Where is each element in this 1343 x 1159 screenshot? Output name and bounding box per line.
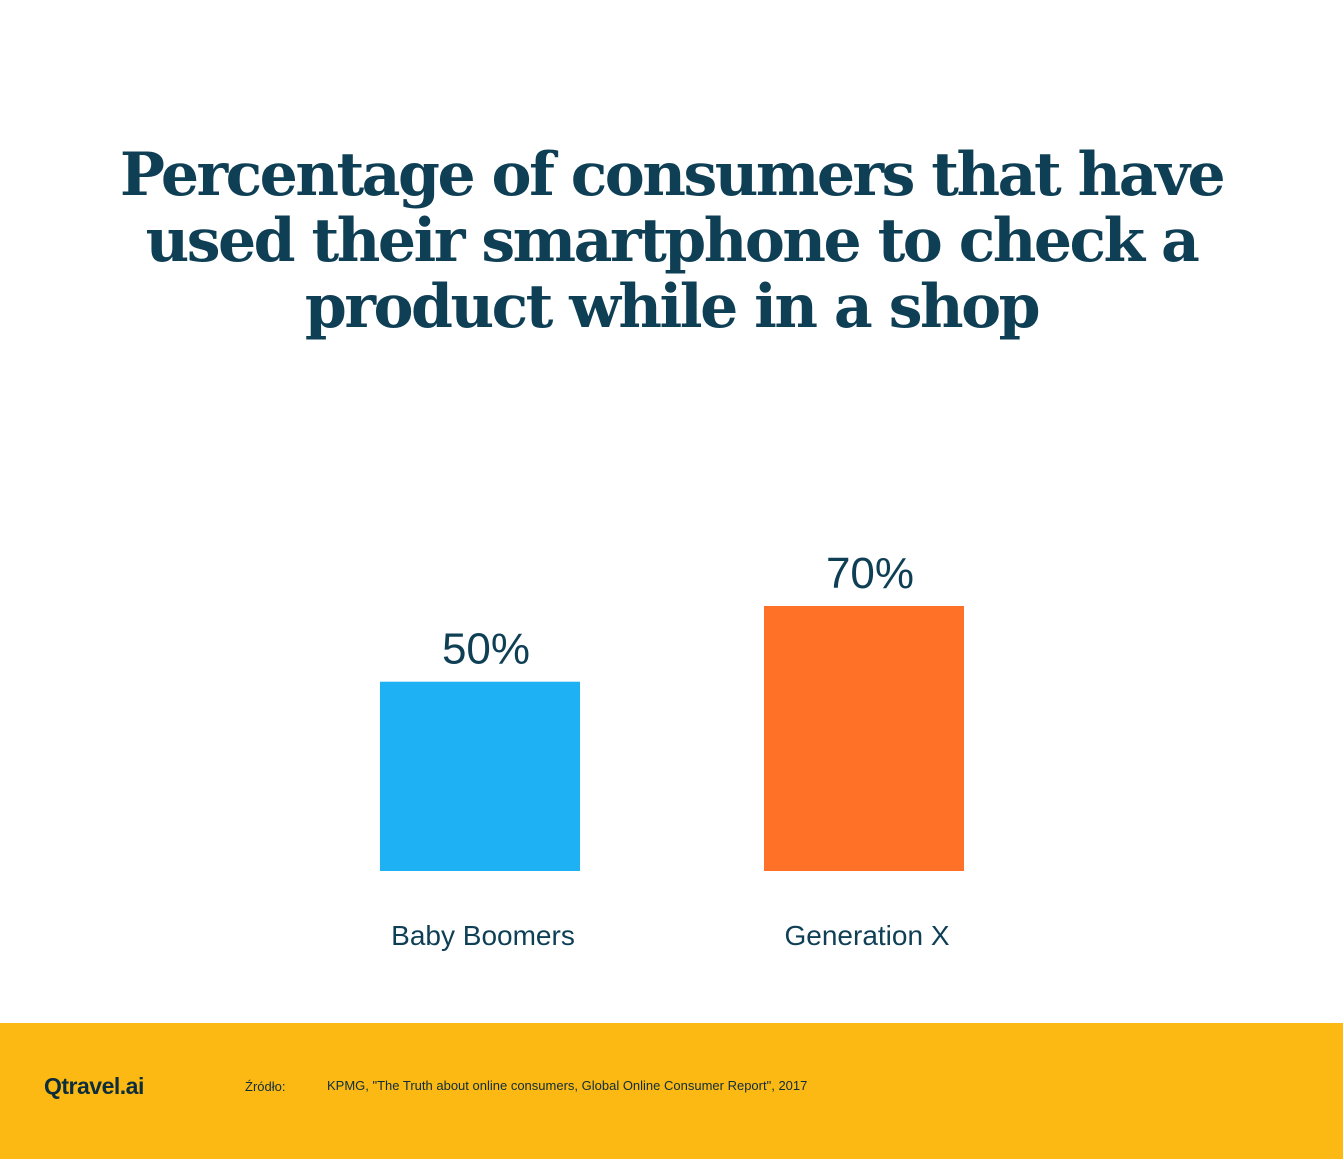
- bars-layer: 50% Baby Boomers 70% Generation X: [380, 549, 964, 951]
- qtravel-logo: Qtravel.ai: [44, 1073, 144, 1099]
- category-label-generation-x: Generation X: [785, 920, 950, 951]
- chart-title: Percentage of consumers that have used t…: [119, 140, 1226, 342]
- bar-generation-x: [764, 606, 964, 871]
- bar-baby-boomers: [380, 681, 580, 871]
- value-label-generation-x: 70%: [826, 549, 914, 598]
- value-label-baby-boomers: 50%: [442, 625, 530, 674]
- source-text: KPMG, "The Truth about online consumers,…: [327, 1078, 808, 1093]
- source-label: Źródło:: [245, 1079, 286, 1094]
- category-label-baby-boomers: Baby Boomers: [391, 920, 575, 951]
- footer-band: [0, 1023, 1343, 1159]
